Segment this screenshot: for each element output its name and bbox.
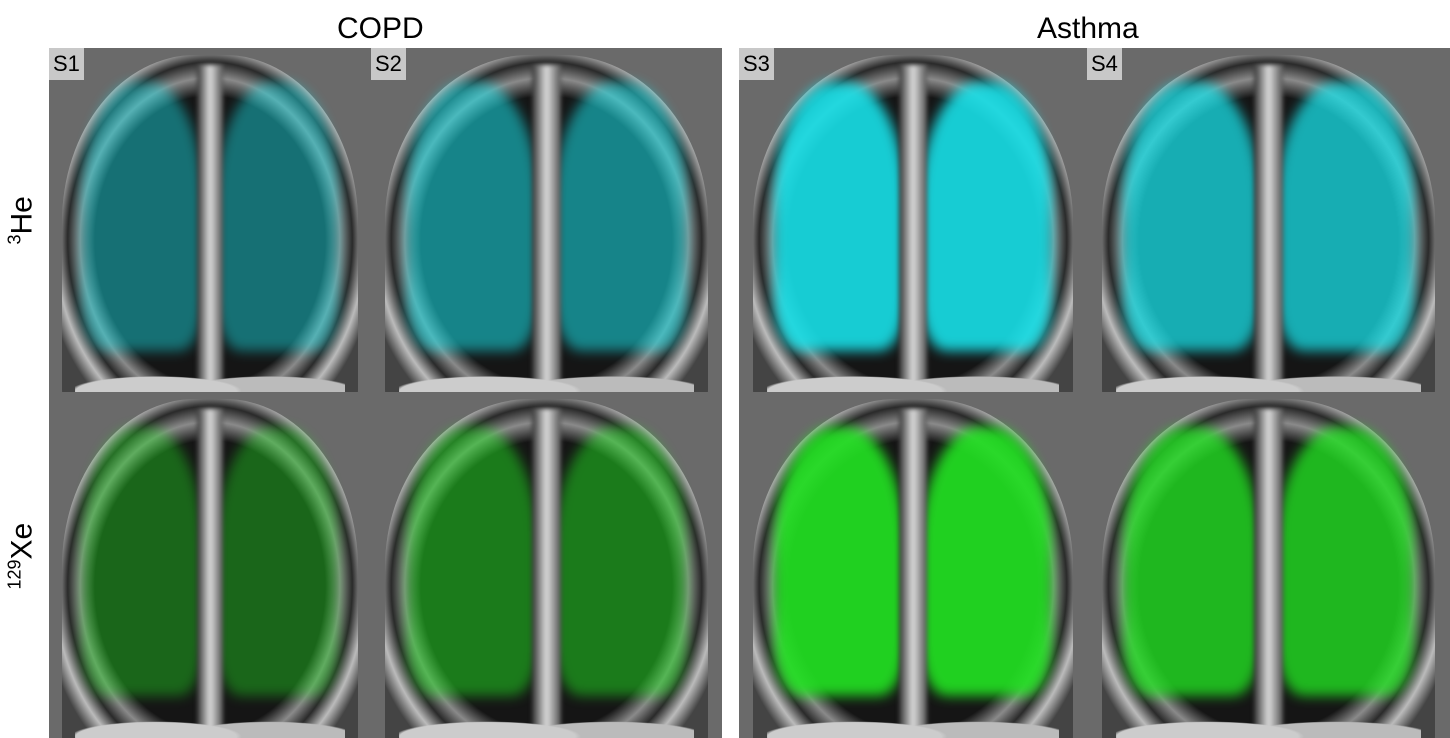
subject-label: S2 (371, 48, 406, 80)
group-title-copd: COPD (337, 12, 424, 45)
mri-panel-s2-xe (371, 392, 722, 738)
subject-label: S1 (49, 48, 84, 80)
subject-label: S3 (739, 48, 774, 80)
mri-panel-s2-he: S2 (371, 48, 722, 392)
subject-label: S4 (1087, 48, 1122, 80)
mri-panel-s3-he: S3 (739, 48, 1087, 392)
mri-panel-s4-he: S4 (1087, 48, 1450, 392)
row-label-xe129: 129Xe (4, 522, 39, 590)
mri-panel-s1-xe (49, 392, 371, 738)
group-title-asthma: Asthma (1037, 12, 1139, 45)
mri-panel-s4-xe (1087, 392, 1450, 738)
row-label-he3: 3He (4, 196, 39, 245)
mri-panel-s3-xe (739, 392, 1087, 738)
mri-panel-s1-he: S1 (49, 48, 371, 392)
